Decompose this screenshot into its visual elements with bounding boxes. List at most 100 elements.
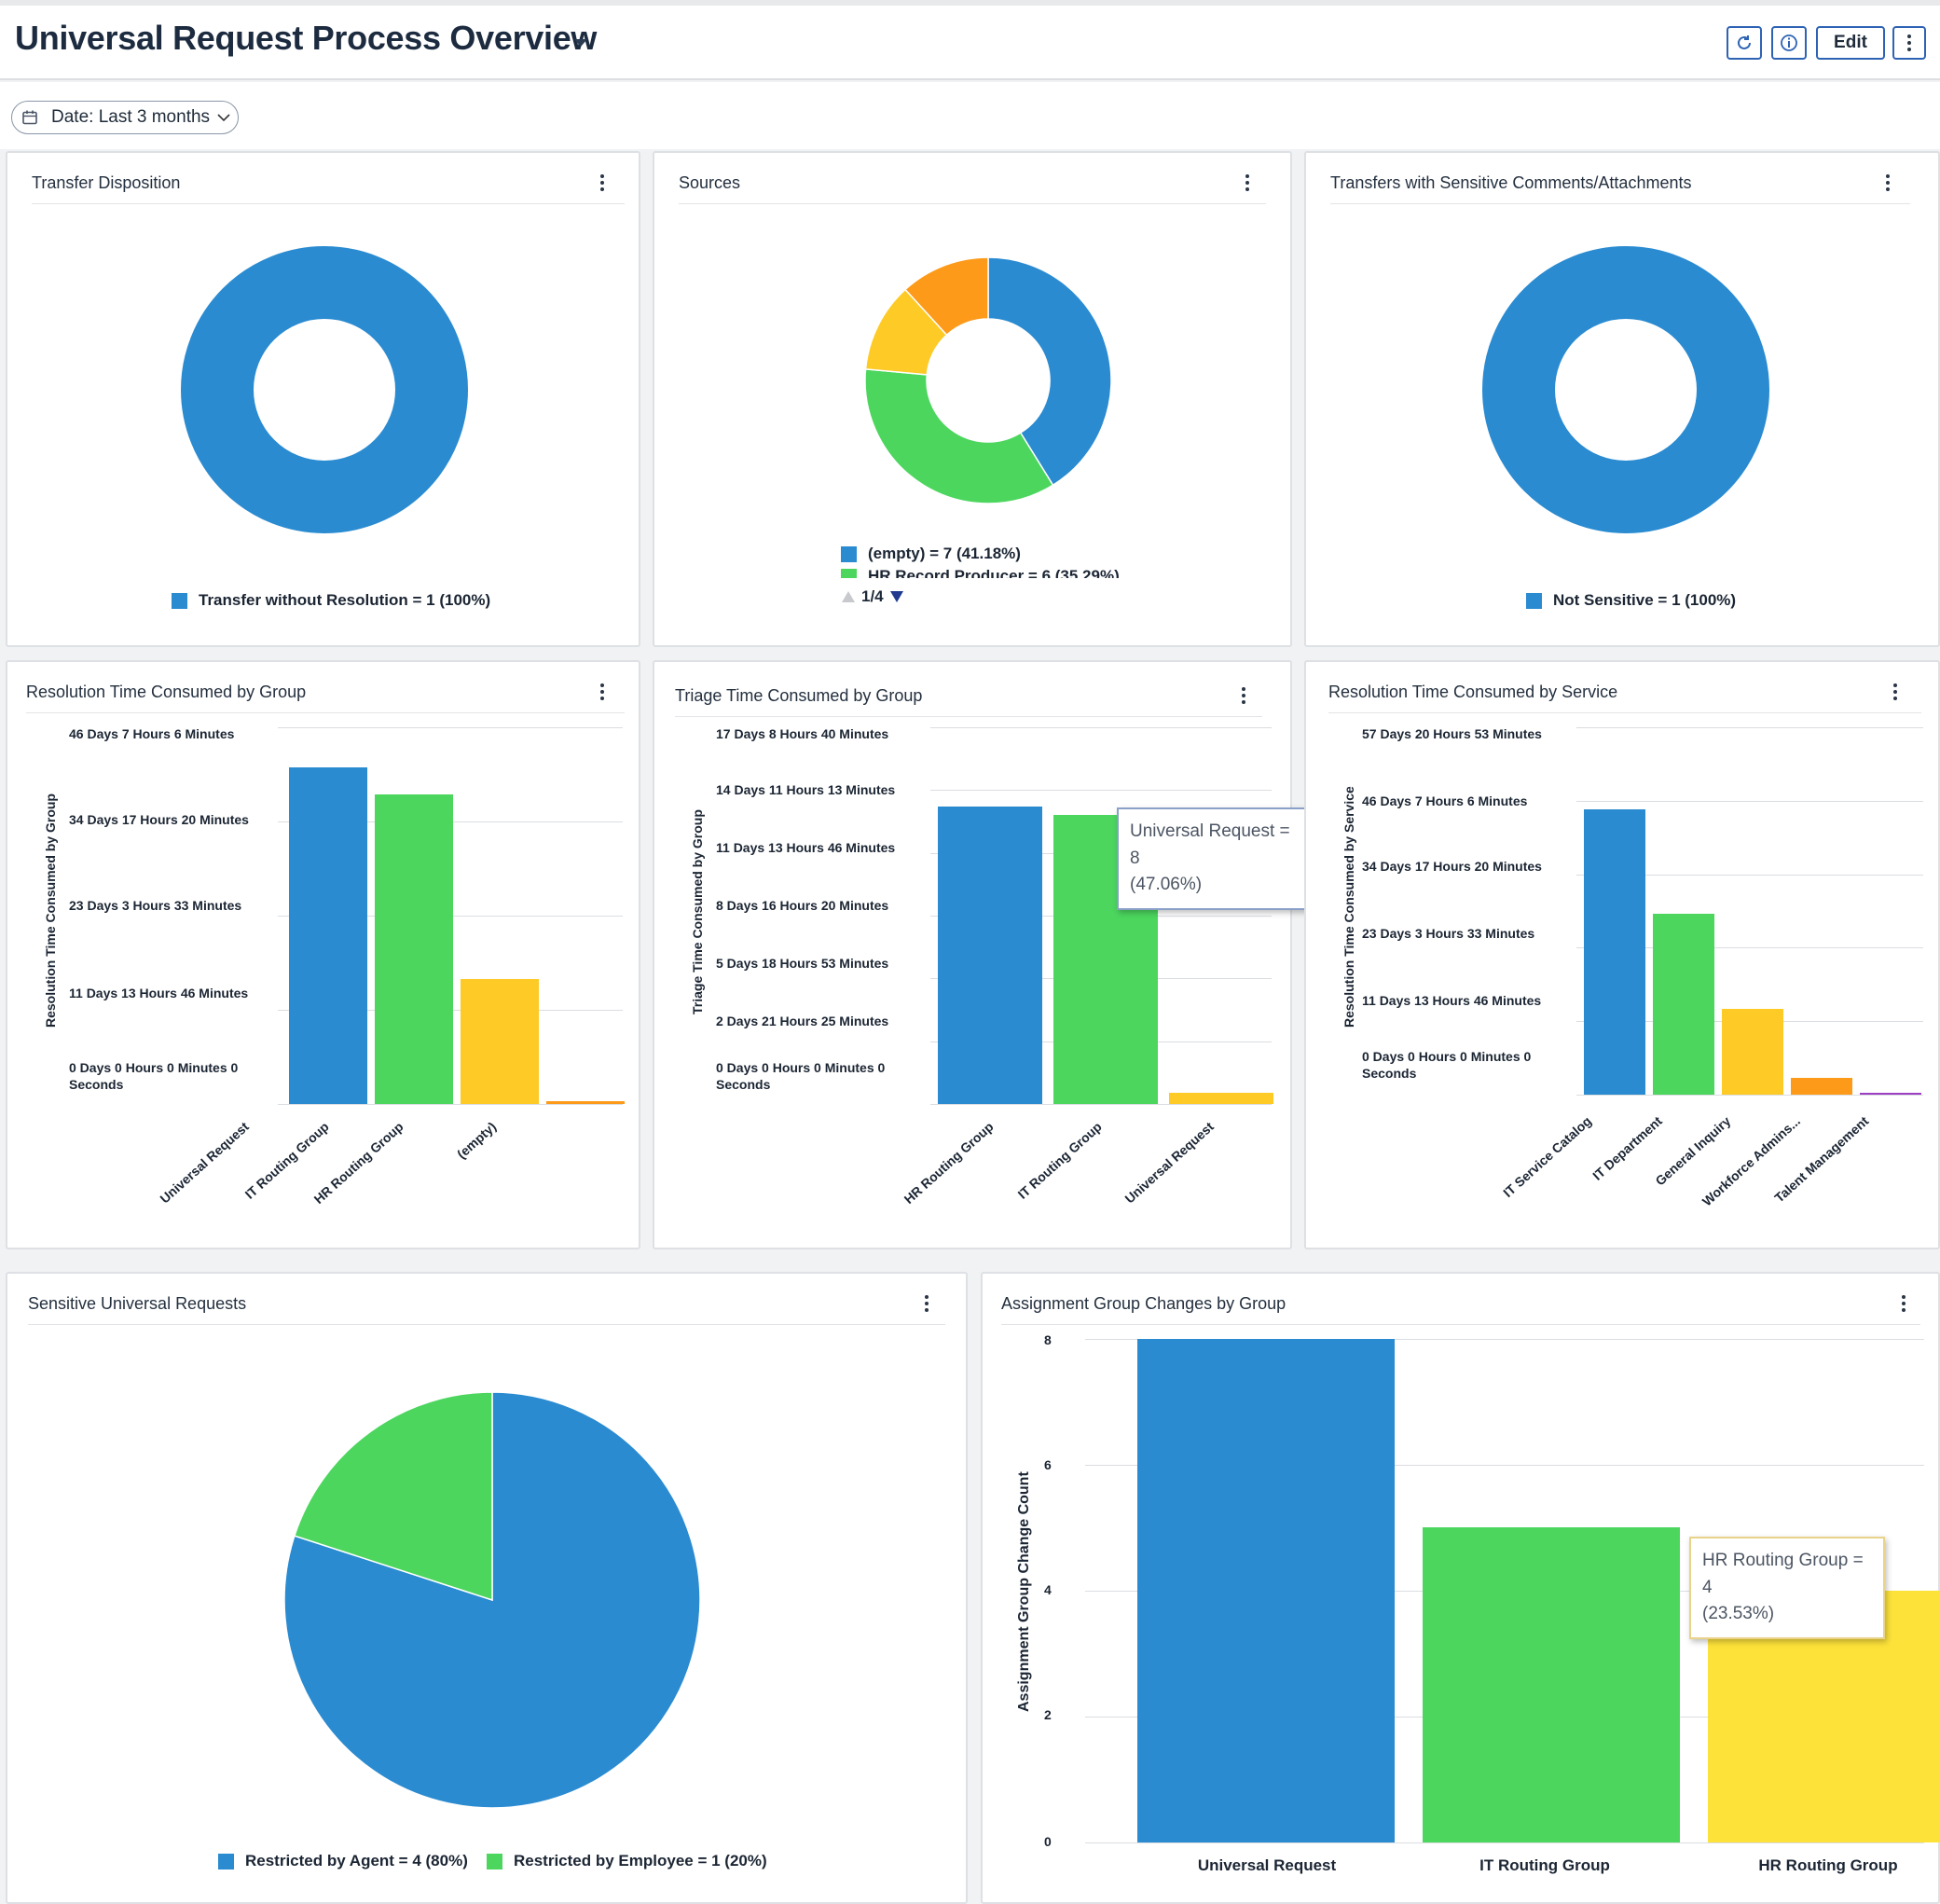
card-menu-icon[interactable] xyxy=(1886,681,1905,703)
bar[interactable] xyxy=(1423,1527,1680,1842)
pager-label: 1/4 xyxy=(861,587,884,605)
y-tick-label: 14 Days 11 Hours 13 Minutes xyxy=(716,782,896,797)
x-tick-label: Universal Request xyxy=(1121,1119,1217,1207)
gridline xyxy=(1576,875,1923,876)
pie-slice[interactable] xyxy=(987,256,1112,487)
legend-swatch xyxy=(841,569,857,578)
legend-item[interactable]: Not Sensitive = 1 (100%) xyxy=(1526,591,1736,610)
y-tick-label: 17 Days 8 Hours 40 Minutes xyxy=(716,726,889,741)
legend-item-clipped[interactable]: HR Record Producer = 6 (35.29%) xyxy=(841,569,1149,578)
card-title: Assignment Group Changes by Group xyxy=(1001,1294,1286,1313)
plot-area xyxy=(278,727,625,1105)
chevron-down-icon xyxy=(217,114,230,122)
bar[interactable] xyxy=(1791,1078,1852,1095)
sensitive-requests-pie xyxy=(283,1391,701,1809)
bar[interactable] xyxy=(546,1101,625,1104)
bar[interactable] xyxy=(375,794,453,1104)
y-tick-label: 57 Days 20 Hours 53 Minutes xyxy=(1362,726,1542,741)
legend-label: Restricted by Agent = 4 (80%) xyxy=(245,1852,468,1870)
bar[interactable] xyxy=(1169,1093,1273,1104)
y-tick-label: 0 Days 0 Hours 0 Minutes 0 Seconds xyxy=(716,1060,886,1093)
legend-label: Transfer without Resolution = 1 (100%) xyxy=(199,591,491,609)
y-tick-label: 0 xyxy=(1044,1834,1052,1849)
legend-label: Not Sensitive = 1 (100%) xyxy=(1553,591,1737,609)
gridline xyxy=(1576,1095,1923,1096)
gridline xyxy=(278,727,623,728)
info-button[interactable] xyxy=(1771,26,1807,60)
card-title: Resolution Time Consumed by Group xyxy=(26,683,307,701)
card-menu-icon[interactable] xyxy=(1878,172,1897,194)
pager-down-icon[interactable] xyxy=(889,590,904,603)
title-dropdown-icon[interactable] xyxy=(574,39,587,47)
x-tick-label: HR Routing Group xyxy=(901,1119,997,1207)
transfer-disposition-card: Transfer Disposition Transfer without Re… xyxy=(6,151,640,647)
y-axis-label: Assignment Group Change Count xyxy=(1016,1471,1032,1712)
y-tick-label: 5 Days 18 Hours 53 Minutes xyxy=(716,956,889,971)
card-title: Sensitive Universal Requests xyxy=(28,1294,247,1313)
card-title: Resolution Time Consumed by Service xyxy=(1328,683,1618,701)
y-tick-label: 2 Days 21 Hours 25 Minutes xyxy=(716,1014,889,1028)
legend-item[interactable]: Restricted by Agent = 4 (80%) xyxy=(218,1852,468,1870)
bar[interactable] xyxy=(1722,1009,1783,1095)
gridline xyxy=(930,727,1272,728)
card-menu-icon[interactable] xyxy=(593,681,612,703)
x-tick-label: Universal Request xyxy=(1197,1856,1337,1874)
y-tick-label: 34 Days 17 Hours 20 Minutes xyxy=(69,812,249,827)
refresh-button[interactable] xyxy=(1727,26,1762,60)
pie-slice[interactable] xyxy=(864,368,1054,504)
x-tick-label: IT Routing Group xyxy=(1479,1856,1610,1874)
chart-tooltip: HR Routing Group = 4 (23.53%) xyxy=(1689,1537,1885,1639)
edit-button[interactable]: Edit xyxy=(1816,26,1885,60)
plot-area xyxy=(1085,1339,1940,1843)
y-tick-label: 8 xyxy=(1044,1332,1052,1347)
plot-area xyxy=(1576,727,1923,1096)
legend-swatch xyxy=(172,592,187,609)
y-tick-label: 46 Days 7 Hours 6 Minutes xyxy=(1362,793,1528,808)
triage-by-group-card: Triage Time Consumed by Group Triage Tim… xyxy=(653,660,1313,1249)
pie-slice[interactable] xyxy=(293,1391,493,1602)
card-menu-icon[interactable] xyxy=(1234,684,1253,707)
pie-slice[interactable] xyxy=(904,256,989,337)
card-menu-icon[interactable] xyxy=(917,1292,936,1315)
donut-slice[interactable] xyxy=(181,246,468,533)
sensitive-requests-card: Sensitive Universal Requests Restricted … xyxy=(6,1272,968,1904)
bar[interactable] xyxy=(1584,809,1645,1095)
legend-label: (empty) = 7 (41.18%) xyxy=(868,545,1021,562)
y-axis-label: Triage Time Consumed by Group xyxy=(690,809,705,1014)
gridline xyxy=(278,1104,623,1105)
y-tick-label: 8 Days 16 Hours 20 Minutes xyxy=(716,898,889,913)
date-filter[interactable]: Date: Last 3 months xyxy=(11,101,239,134)
card-title: Transfers with Sensitive Comments/Attach… xyxy=(1330,173,1692,192)
x-tick-label: IT Service Catalog xyxy=(1499,1113,1594,1201)
pager-up-icon[interactable] xyxy=(841,590,856,603)
card-title: Triage Time Consumed by Group xyxy=(675,686,923,705)
donut-slice[interactable] xyxy=(1482,246,1769,533)
bar[interactable] xyxy=(938,807,1042,1104)
y-tick-label: 34 Days 17 Hours 20 Minutes xyxy=(1362,859,1542,874)
more-options-button[interactable] xyxy=(1892,26,1926,60)
y-axis-label: Resolution Time Consumed by Service xyxy=(1341,786,1356,1028)
y-tick-label: 23 Days 3 Hours 33 Minutes xyxy=(1362,926,1535,941)
card-menu-icon[interactable] xyxy=(1894,1292,1913,1315)
bar[interactable] xyxy=(1860,1093,1921,1095)
bar[interactable] xyxy=(461,979,539,1104)
assignment-changes-card: Assignment Group Changes by Group Assign… xyxy=(981,1272,1940,1904)
y-axis-label: Resolution Time Consumed by Group xyxy=(43,793,58,1028)
card-menu-icon[interactable] xyxy=(1238,172,1257,194)
sources-card: Sources (empty) = 7 (41.18%) HR Record P… xyxy=(653,151,1292,647)
bar[interactable] xyxy=(289,767,367,1104)
more-vertical-icon xyxy=(1900,32,1919,54)
legend-item[interactable]: (empty) = 7 (41.18%) xyxy=(841,545,1021,563)
bar[interactable] xyxy=(1653,914,1714,1095)
resolution-by-service-card: Resolution Time Consumed by Service Reso… xyxy=(1304,660,1940,1249)
bar[interactable] xyxy=(1137,1339,1395,1842)
calendar-icon xyxy=(22,110,37,125)
dashboard-header: Universal Request Process Overview Edit xyxy=(0,0,1940,80)
legend-item[interactable]: Restricted by Employee = 1 (20%) xyxy=(487,1852,767,1870)
y-tick-label: 11 Days 13 Hours 46 Minutes xyxy=(716,840,896,855)
y-tick-label: 4 xyxy=(1044,1582,1052,1597)
legend-item[interactable]: Transfer without Resolution = 1 (100%) xyxy=(172,591,490,610)
refresh-icon xyxy=(1738,35,1751,49)
card-menu-icon[interactable] xyxy=(593,172,612,194)
gridline xyxy=(1085,1842,1924,1843)
